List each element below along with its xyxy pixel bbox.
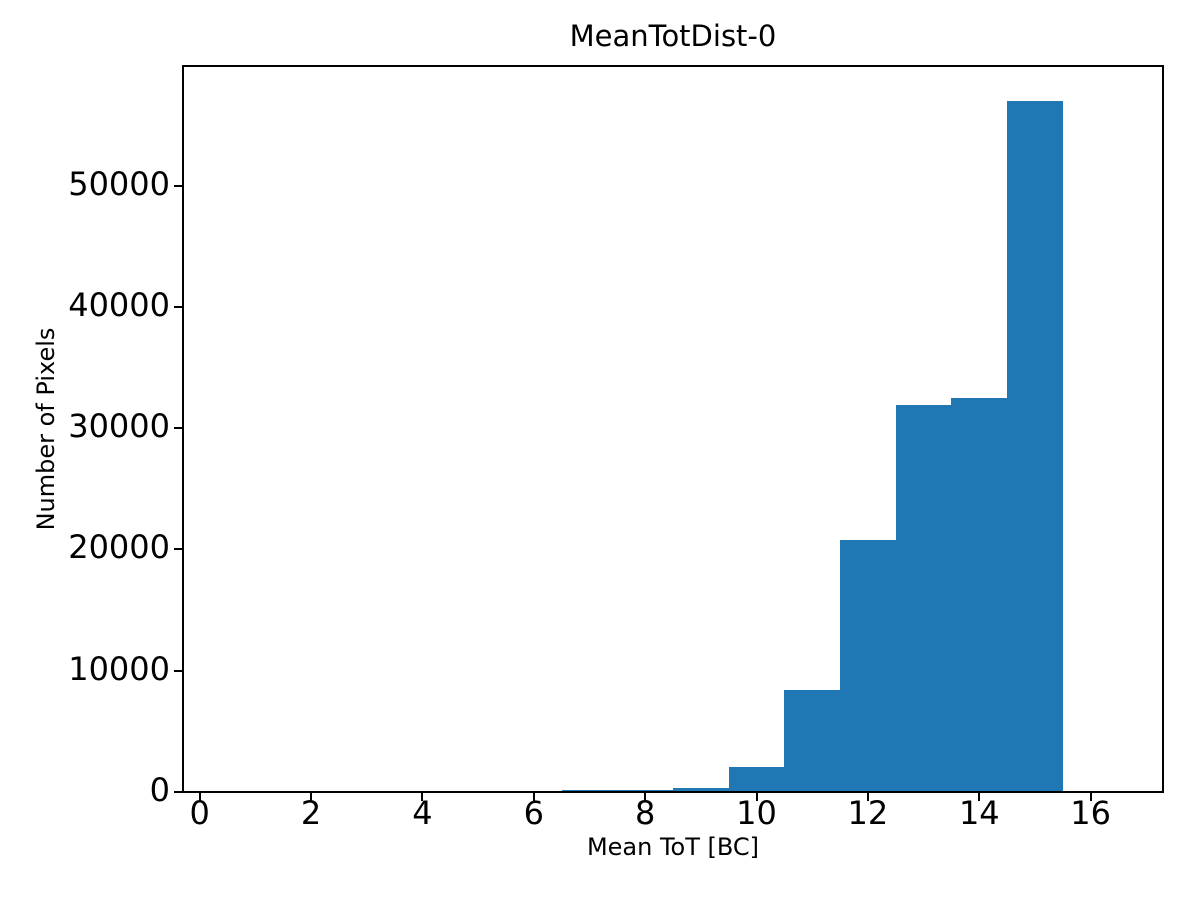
histogram-bar — [1007, 100, 1063, 792]
y-tick-label: 30000 — [68, 407, 170, 446]
histogram-bar — [951, 397, 1008, 792]
x-tick-label: 2 — [300, 794, 322, 832]
histogram-bar — [728, 766, 785, 792]
histogram-bar — [561, 790, 618, 792]
y-tick-label: 20000 — [68, 528, 170, 567]
x-tick-mark — [644, 792, 647, 801]
x-tick-mark — [978, 792, 981, 801]
x-tick-label: 6 — [523, 794, 544, 832]
y-tick-mark — [174, 305, 183, 308]
y-axis-label: Number of Pixels — [32, 327, 60, 531]
x-tick-label: 16 — [1070, 794, 1111, 832]
y-tick-mark — [174, 548, 183, 551]
x-tick-mark — [866, 792, 869, 801]
x-tick-mark — [310, 792, 313, 801]
x-tick-label: 12 — [847, 794, 889, 832]
histogram-bar — [673, 788, 729, 792]
x-tick-label: 14 — [958, 794, 1000, 832]
x-tick-mark — [1089, 792, 1092, 801]
y-tick-mark — [174, 791, 183, 793]
y-tick-label: 10000 — [68, 649, 170, 688]
x-tick-mark — [198, 792, 201, 801]
x-axis-label: Mean ToT [BC] — [586, 833, 760, 861]
x-tick-label: 0 — [189, 794, 210, 832]
y-tick-mark — [174, 427, 183, 430]
y-tick-mark — [174, 184, 183, 187]
y-tick-label: 0 — [149, 771, 170, 809]
histogram-bar — [784, 690, 841, 792]
chart-title: MeanTotDist-0 — [569, 19, 777, 53]
x-tick-mark — [532, 792, 535, 801]
x-tick-label: 8 — [635, 794, 656, 832]
histogram-bar — [840, 539, 896, 792]
x-tick-mark — [421, 792, 424, 801]
x-tick-mark — [755, 792, 758, 801]
x-tick-label: 4 — [412, 794, 433, 832]
y-tick-mark — [174, 669, 183, 672]
x-tick-label: 10 — [736, 794, 777, 832]
histogram-bar — [895, 405, 952, 792]
y-tick-label: 50000 — [68, 164, 170, 203]
y-tick-label: 40000 — [68, 285, 170, 324]
